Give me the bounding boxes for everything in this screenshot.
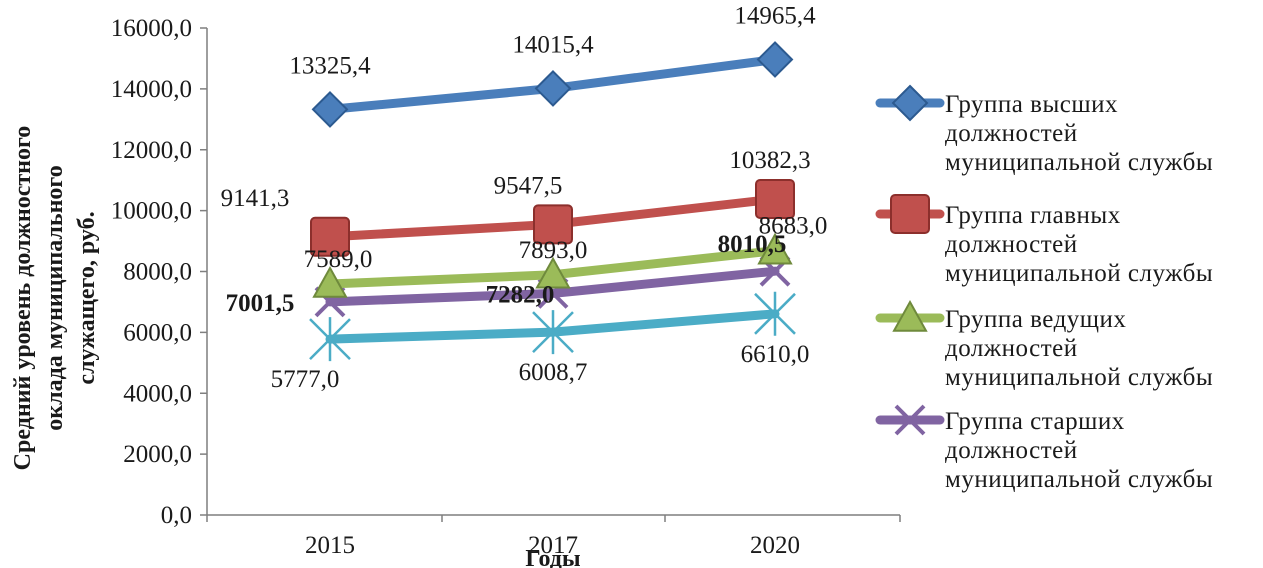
y-tick-label: 2000,0 xyxy=(123,441,192,468)
legend-label: муниципальной службы xyxy=(945,466,1213,493)
data-point-marker xyxy=(312,265,348,298)
legend-marker xyxy=(891,84,929,122)
data-label: 7001,5 xyxy=(226,290,295,317)
y-tick-label: 6000,0 xyxy=(123,319,192,346)
data-label: 7282,0 xyxy=(486,281,555,308)
data-point-marker xyxy=(311,90,349,128)
data-label: 8683,0 xyxy=(759,213,828,240)
data-label: 10382,3 xyxy=(729,147,810,174)
legend-label: Группа высших xyxy=(945,91,1118,118)
x-tick-label: 2015 xyxy=(305,532,355,559)
data-label: 9547,5 xyxy=(494,172,563,199)
legend-label: муниципальной службы xyxy=(945,364,1213,391)
data-label: 6008,7 xyxy=(519,359,588,386)
data-point-marker xyxy=(532,310,574,355)
legend-label: Группа ведущих xyxy=(945,306,1126,333)
legend-label: муниципальной службы xyxy=(945,260,1213,287)
x-tick-label: 2020 xyxy=(750,532,800,559)
data-point-marker xyxy=(535,256,571,289)
data-label: 9141,3 xyxy=(221,185,290,212)
y-tick-label: 16000,0 xyxy=(111,15,192,42)
legend-label: должностей xyxy=(945,335,1078,362)
y-tick-label: 12000,0 xyxy=(111,137,192,164)
data-label: 5777,0 xyxy=(271,366,340,393)
legend-label: Группа главных xyxy=(945,202,1121,229)
legend-label: должностей xyxy=(945,231,1078,258)
x-tick-label: 2017 xyxy=(528,532,578,559)
legend-marker xyxy=(892,299,928,332)
data-point-marker xyxy=(533,204,573,245)
y-axis-title-line: Средний уровень должностного xyxy=(10,126,36,471)
y-axis-title-line: служащего, руб. xyxy=(74,211,100,384)
data-label: 14015,4 xyxy=(512,31,594,58)
data-point-marker xyxy=(309,317,351,362)
legend-label: должностей xyxy=(945,120,1078,147)
y-tick-label: 10000,0 xyxy=(111,198,192,225)
y-tick-label: 4000,0 xyxy=(123,380,192,407)
data-point-marker xyxy=(310,216,350,257)
data-label: 13325,4 xyxy=(289,52,371,79)
y-tick-label: 14000,0 xyxy=(111,76,192,103)
y-tick-label: 0,0 xyxy=(161,502,192,529)
data-point-marker xyxy=(534,69,572,107)
data-label: 8010,5 xyxy=(718,231,787,258)
data-point-marker xyxy=(756,41,794,78)
data-label: 7589,0 xyxy=(304,246,373,273)
data-point-marker xyxy=(757,232,793,265)
data-point-marker xyxy=(755,178,795,219)
data-label: 14965,4 xyxy=(734,2,816,29)
data-label: 6610,0 xyxy=(741,341,810,368)
data-point-marker xyxy=(754,291,796,336)
x-axis-title: Годы xyxy=(525,546,581,568)
data-label: 7893,0 xyxy=(519,237,588,264)
y-axis-title-line: оклада муниципального xyxy=(42,165,68,430)
y-tick-label: 8000,0 xyxy=(123,259,192,286)
legend-label: должностей xyxy=(945,437,1078,464)
legend-label: муниципальной службы xyxy=(945,149,1213,176)
legend-marker xyxy=(894,404,926,436)
legend-label: Группа старших xyxy=(945,408,1125,435)
legend-marker xyxy=(890,194,930,234)
